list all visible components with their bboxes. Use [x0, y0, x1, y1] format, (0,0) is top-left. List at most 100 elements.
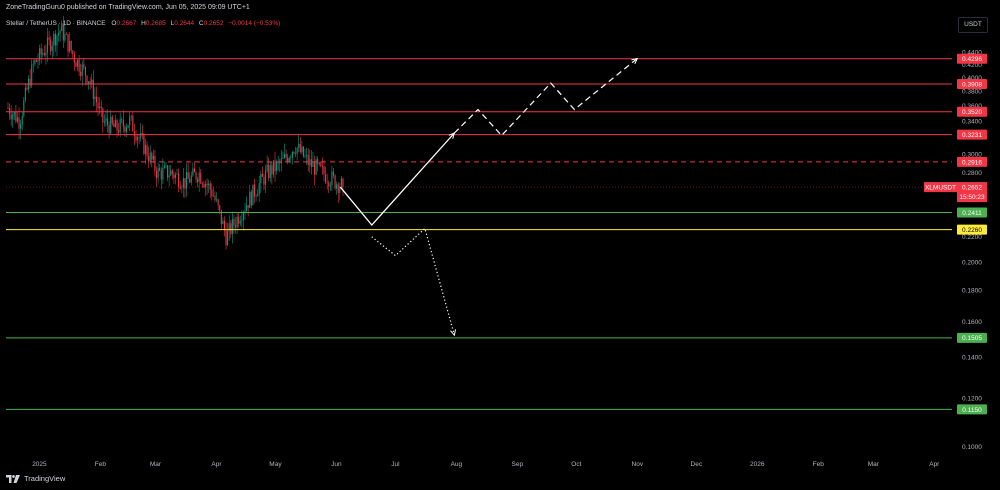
candle-body-161 [261, 173, 263, 177]
candle-body-45 [78, 59, 80, 72]
candle-body-115 [189, 178, 191, 183]
candle-body-170 [276, 161, 278, 172]
x-tick-label-11: Dec [691, 461, 703, 468]
candle-body-69 [116, 120, 118, 131]
candle-body-144 [234, 225, 237, 228]
candle-body-34 [61, 23, 63, 31]
y-tick-label-11: 0.1600 [962, 319, 982, 326]
candle-body-8 [20, 124, 22, 129]
close-value: 0.2652 [203, 20, 224, 27]
candle-body-148 [241, 220, 243, 222]
candle-body-185 [299, 143, 301, 153]
ohlc-legend: Stellar / TetherUS · 1D · BINANCE O0.266… [6, 20, 283, 27]
candle-body-61 [103, 121, 105, 123]
candle-body-150 [244, 210, 246, 214]
candle-body-200 [323, 166, 325, 175]
candle-body-209 [337, 184, 339, 193]
candle-body-184 [298, 143, 300, 148]
candle-body-16 [32, 63, 34, 65]
candle-body-121 [198, 172, 200, 182]
candle-body-191 [309, 159, 311, 166]
candle-body-99 [163, 165, 165, 168]
candle-body-194 [313, 162, 316, 175]
candle-body-93 [154, 155, 156, 171]
candle-body-188 [304, 155, 306, 157]
candle-body-97 [160, 170, 162, 180]
candle-body-192 [310, 159, 312, 167]
y-tick-label-8: 0.2200 [962, 234, 982, 241]
level-price-5: 0.2411 [962, 210, 982, 217]
high-value: 0.2685 [145, 20, 166, 27]
y-tick-label-9: 0.2000 [962, 259, 982, 266]
projection-path-2 [371, 227, 455, 336]
candle-body-117 [192, 168, 194, 176]
candle-body-131 [214, 195, 216, 200]
candle-body-163 [264, 170, 267, 185]
candle-body-98 [162, 167, 164, 180]
candle-body-6 [16, 117, 19, 122]
x-tick-label-2: Mar [150, 461, 162, 468]
candle-body-58 [99, 106, 101, 109]
candle-body-116 [190, 175, 192, 183]
candle-body-29 [53, 33, 55, 46]
candle-body-40 [70, 40, 72, 51]
x-tick-label-4: May [269, 461, 282, 468]
candle-body-111 [182, 178, 184, 188]
candle-body-152 [247, 205, 249, 208]
candle-body-102 [168, 175, 170, 178]
candle-body-25 [46, 37, 49, 53]
candle-body-21 [40, 48, 42, 55]
candle-body-24 [45, 52, 47, 56]
candle-body-55 [94, 96, 96, 99]
candle-body-104 [171, 170, 173, 175]
candle-body-88 [146, 144, 148, 157]
candle-body-195 [315, 159, 317, 175]
candle-body-59 [100, 106, 102, 109]
candle-body-204 [329, 185, 331, 187]
symbol-title[interactable]: Stellar / TetherUS · 1D · BINANCE [6, 20, 106, 27]
x-tick-label-8: Sep [512, 461, 524, 468]
candle-body-33 [59, 30, 61, 34]
candle-body-11 [24, 87, 26, 101]
candle-body-76 [127, 125, 129, 128]
level-tag-1 [957, 78, 987, 89]
candle-body-65 [110, 116, 112, 134]
candle-body-71 [119, 119, 121, 133]
publisher-caption: ZoneTradingGuru0 published on TradingVie… [6, 4, 250, 11]
candle-body-206 [332, 171, 335, 176]
candle-body-31 [56, 35, 58, 46]
candle-body-51 [88, 81, 90, 84]
candle-body-178 [288, 157, 290, 162]
high-label: H [141, 20, 146, 27]
candle-body-138 [225, 230, 227, 246]
candle-body-175 [283, 153, 286, 158]
candle-body-77 [129, 116, 131, 126]
candle-body-27 [50, 39, 52, 52]
candle-body-22 [42, 53, 44, 55]
y-tick-label-10: 0.1800 [962, 288, 982, 295]
candle-body-133 [217, 199, 219, 206]
close-label: C [198, 20, 204, 27]
level-price-7: 0.1505 [962, 335, 982, 342]
candle-body-183 [296, 147, 298, 154]
candle-body-39 [69, 40, 71, 52]
candle-body-126 [206, 183, 208, 186]
level-price-8: 0.1150 [962, 407, 982, 414]
candle-body-100 [165, 165, 167, 167]
candle-body-47 [81, 64, 83, 76]
low-value: 0.2644 [174, 20, 195, 27]
candle-body-0 [7, 107, 9, 109]
candle-body-135 [220, 209, 222, 224]
candle-body-10 [23, 100, 25, 116]
candle-body-177 [287, 157, 289, 162]
candle-body-120 [197, 179, 199, 182]
candle-body-202 [326, 182, 328, 183]
candle-body-136 [222, 220, 224, 224]
currency-button[interactable]: USDT [958, 17, 988, 33]
candle-body-180 [291, 151, 293, 158]
candle-body-176 [285, 153, 287, 158]
x-tick-label-13: Feb [813, 461, 825, 468]
y-tick-label-4: 0.3600 [962, 103, 982, 110]
candle-body-18 [35, 60, 37, 62]
